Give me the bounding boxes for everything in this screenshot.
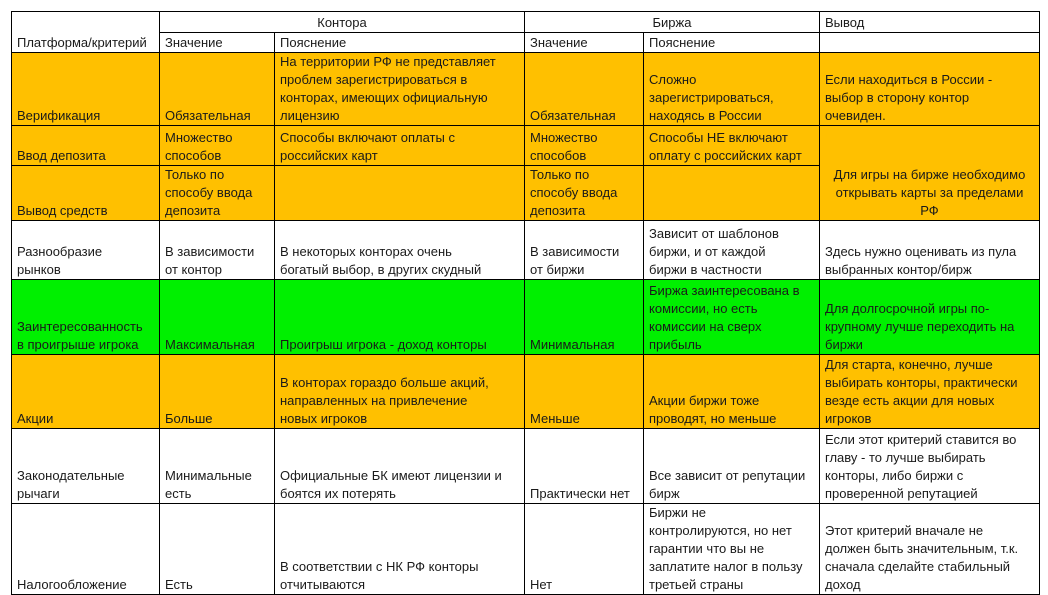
kontora-value-cell: Больше [159,354,275,429]
birzha-value-cell: В зависимости от биржи [524,220,644,280]
criterion-cell: Акции [11,354,160,429]
birzha-explanation-cell: Биржи не контролируются, но нет гарантии… [643,503,820,595]
table-row-deposit: Ввод депозита Множество способов Способы… [11,125,1040,221]
kontora-value-cell: Множество способов [159,125,275,166]
kontora-explanation-cell: В соответствии с НК РФ конторы отчитываю… [274,503,525,595]
header-vyvod-empty [819,32,1040,53]
kontora-explanation-cell: Официальные БК имеют лицензии и боятся и… [274,428,525,504]
conclusion-cell: Если находиться в России - выбор в сторо… [819,52,1040,126]
table-row-withdrawal: Вывод средств Только по способу ввода де… [11,165,1040,221]
birzha-explanation-cell: Акции биржи тоже проводят, но меньше [643,354,820,429]
birzha-value-cell: Меньше [524,354,644,429]
conclusion-cell: Этот критерий вначале не должен быть зна… [819,503,1040,595]
birzha-value-cell: Множество способов [524,125,644,166]
birzha-explanation-cell [643,165,820,221]
conclusion-cell: Здесь нужно оценивать из пула выбранных … [819,220,1040,280]
kontora-explanation-cell: В некоторых конторах очень богатый выбор… [274,220,525,280]
birzha-explanation-cell: Все зависит от репутации бирж [643,428,820,504]
table-row-promotions: Акции Больше В конторах гораздо больше а… [11,354,1040,429]
conclusion-cell-merged: Для игры на бирже необходимо открывать к… [819,125,1040,221]
birzha-explanation-cell: Зависит от шаблонов биржи, и от каждой б… [643,220,820,280]
table-row-taxation: Налогообложение Есть В соответствии с НК… [11,503,1040,595]
table-row-legislation: Законодательные рычаги Минимальные есть … [11,428,1040,504]
kontora-value-cell: Максимальная [159,279,275,355]
kontora-value-cell: Есть [159,503,275,595]
conclusion-cell: Для долгосрочной игры по- крупному лучше… [819,279,1040,355]
birzha-explanation-cell: Способы НЕ включают оплату с российских … [643,125,820,166]
header-group-vyvod: Вывод [819,11,1040,33]
conclusion-cell: Для старта, конечно, лучше выбирать конт… [819,354,1040,429]
criterion-cell: Разнообразие рынков [11,220,160,280]
kontora-value-cell: Только по способу ввода депозита [159,165,275,221]
birzha-value-cell: Только по способу ввода депозита [524,165,644,221]
header-criterion: Платформа/критерий [11,11,160,53]
header-group-birzha: Биржа [524,11,820,33]
kontora-explanation-cell [274,165,525,221]
header-kontora-explanation: Пояснение [274,32,525,53]
criterion-cell: Верификация [11,52,160,126]
kontora-explanation-cell: Способы включают оплаты с российских кар… [274,125,525,166]
table-row-markets: Разнообразие рынков В зависимости от кон… [11,220,1040,280]
kontora-value-cell: Обязательная [159,52,275,126]
kontora-explanation-cell: В конторах гораздо больше акций, направл… [274,354,525,429]
birzha-value-cell: Обязательная [524,52,644,126]
kontora-explanation-cell: На территории РФ не представляет проблем… [274,52,525,126]
kontora-explanation-cell: Проигрыш игрока - доход конторы [274,279,525,355]
kontora-value-cell: В зависимости от контор [159,220,275,280]
criterion-cell: Ввод депозита [11,125,160,166]
criterion-cell: Вывод средств [11,165,160,221]
table-row-interest: Заинтересованность в проигрыше игрока Ма… [11,279,1040,355]
criterion-cell: Налогообложение [11,503,160,595]
header-group-kontora: Контора [159,11,525,33]
kontora-value-cell: Минимальные есть [159,428,275,504]
birzha-value-cell: Нет [524,503,644,595]
birzha-explanation-cell: Сложно зарегистрироваться, находясь в Ро… [643,52,820,126]
table-row-verification: Верификация Обязательная На территории Р… [11,52,1040,126]
header-birzha-value: Значение [524,32,644,53]
criterion-cell: Заинтересованность в проигрыше игрока [11,279,160,355]
birzha-explanation-cell: Биржа заинтересована в комиссии, но есть… [643,279,820,355]
birzha-value-cell: Минимальная [524,279,644,355]
birzha-value-cell: Практически нет [524,428,644,504]
conclusion-cell: Если этот критерий ставится во главу - т… [819,428,1040,504]
header-kontora-value: Значение [159,32,275,53]
comparison-table: Платформа/критерий Контора Биржа Вывод З… [11,11,1040,595]
header-birzha-explanation: Пояснение [643,32,820,53]
criterion-cell: Законодательные рычаги [11,428,160,504]
